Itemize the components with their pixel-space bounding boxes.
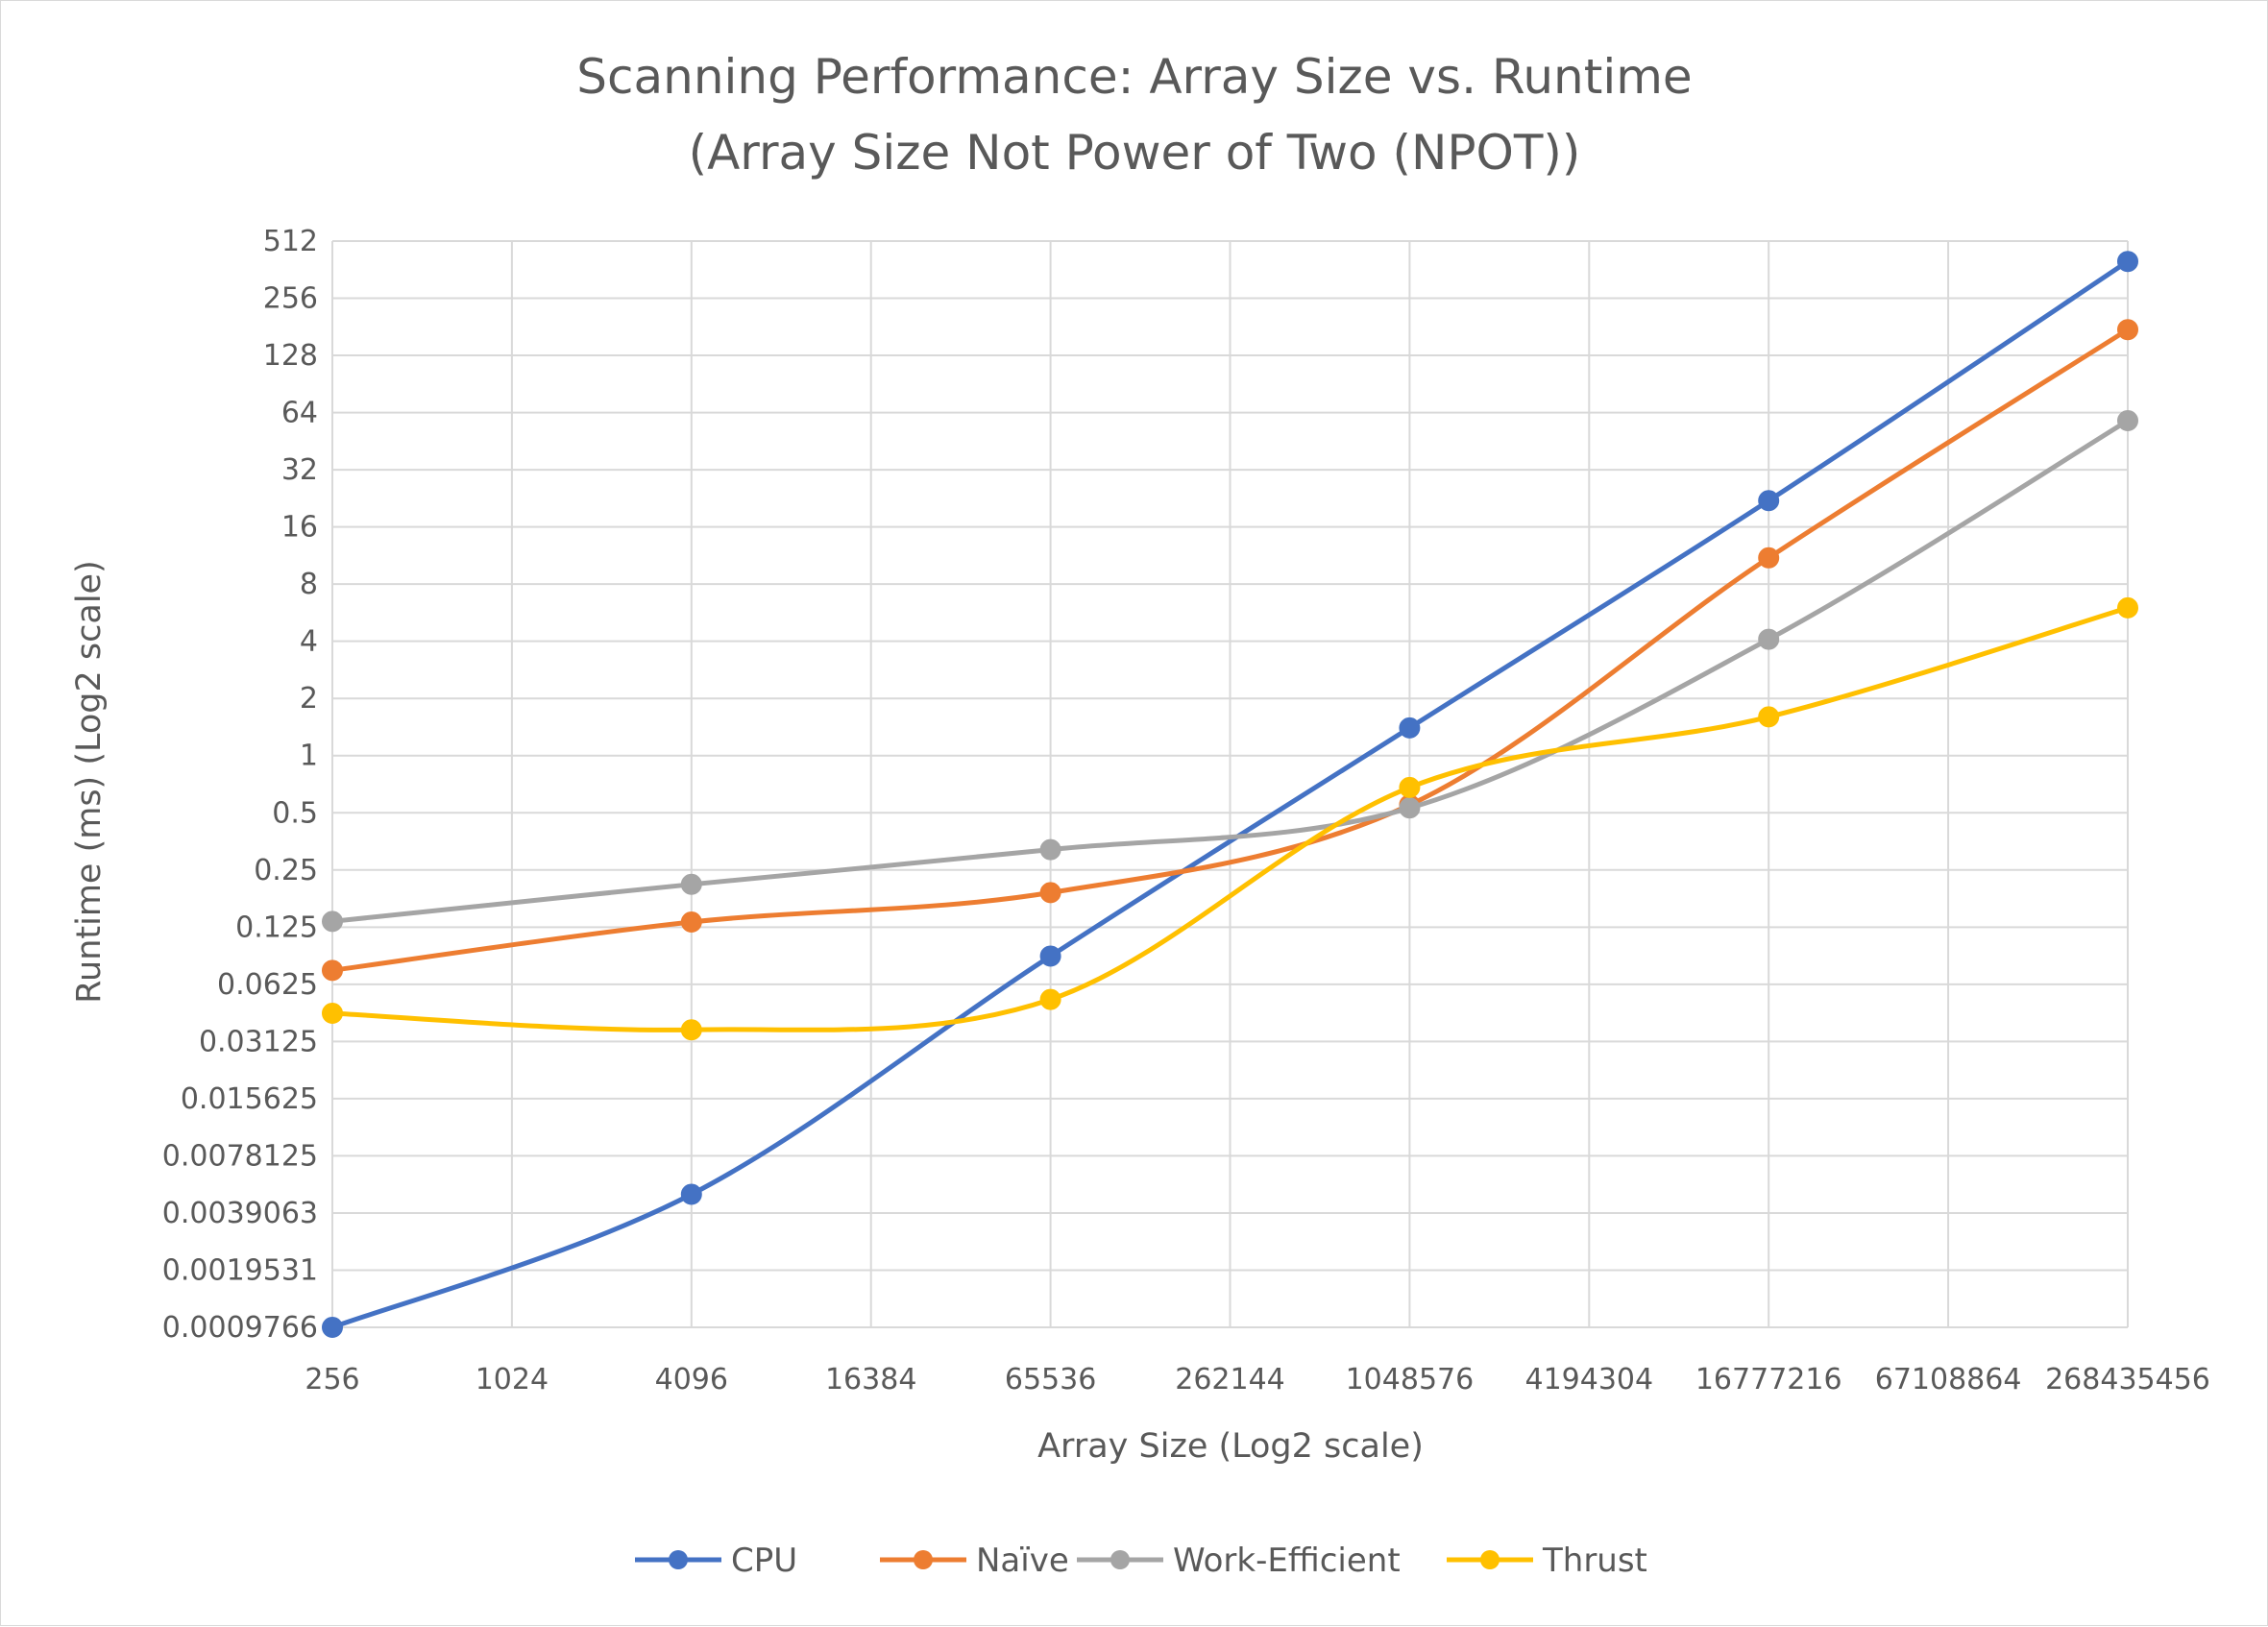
gridlines [331, 240, 2129, 1328]
data-point-thrust [1399, 776, 1421, 798]
legend-label: Naïve [976, 1542, 1069, 1580]
y-tick-label: 8 [300, 568, 318, 601]
x-tick-label: 16384 [825, 1363, 916, 1396]
x-tick-label: 16777216 [1695, 1363, 1842, 1396]
x-tick-label: 1024 [476, 1363, 549, 1396]
x-axis-tick-labels: 256 1024 4096 16384 65536 262144 1048576 419430… [305, 1363, 2210, 1396]
series-line-thrust [329, 605, 2131, 1032]
x-tick-label: 256 [305, 1363, 359, 1396]
y-axis-tick-labels: 0.0009766 0.0019531 0.0039063 0.0078125 0.01… [162, 225, 318, 1345]
data-point-work-efficient [2117, 410, 2138, 432]
data-point-cpu [2117, 251, 2138, 273]
data-point-cpu [322, 1317, 343, 1338]
data-point-work-efficient [1758, 628, 1780, 650]
y-tick-label: 0.0009766 [162, 1311, 318, 1345]
data-point-na-ve [322, 959, 343, 982]
y-tick-label: 0.125 [235, 911, 318, 944]
data-point-thrust [322, 1002, 343, 1024]
legend-label: Thrust [1542, 1542, 1647, 1580]
data-point-thrust [1758, 706, 1780, 728]
chart-subtitle: (Array Size Not Power of Two (NPOT)) [689, 125, 1581, 181]
legend: CPU Naïve Work-Efficient Thrust [635, 1542, 1647, 1580]
y-tick-label: 0.03125 [199, 1025, 318, 1058]
y-tick-label: 0.0625 [217, 968, 318, 1002]
y-tick-label: 16 [281, 511, 318, 545]
series-work-efficient [322, 410, 2138, 933]
data-point-na-ve [680, 911, 702, 933]
x-tick-label: 4194304 [1524, 1363, 1653, 1396]
chart-title: Scanning Performance: Array Size vs. Run… [576, 49, 1692, 105]
data-point-cpu [1399, 716, 1421, 739]
data-point-na-ve [2117, 319, 2138, 341]
y-tick-label: 128 [263, 339, 318, 373]
y-tick-label: 0.0078125 [162, 1139, 318, 1173]
x-tick-label: 65536 [1005, 1363, 1096, 1396]
legend-swatch-marker [669, 1550, 688, 1569]
y-tick-label: 64 [281, 397, 318, 430]
legend-item-work-efficient: Work-Efficient [1077, 1542, 1401, 1580]
y-tick-label: 0.5 [272, 796, 318, 830]
x-axis-title: Array Size (Log2 scale) [1037, 1427, 1424, 1466]
legend-label: CPU [731, 1542, 797, 1580]
legend-swatch-marker [1480, 1550, 1500, 1569]
legend-item-cpu: CPU [635, 1542, 797, 1580]
y-tick-label: 512 [263, 225, 318, 258]
y-tick-label: 32 [281, 453, 318, 487]
y-tick-label: 1 [300, 740, 318, 773]
series-line-na-ve [329, 327, 2131, 973]
x-tick-label: 268435456 [2045, 1363, 2210, 1396]
data-point-na-ve [1039, 882, 1061, 904]
y-tick-label: 0.0039063 [162, 1197, 318, 1230]
y-tick-label: 256 [263, 282, 318, 316]
y-axis-title: Runtime (ms) (Log2 scale) [70, 560, 109, 1003]
series-lines [322, 251, 2138, 1338]
x-tick-label: 4096 [655, 1363, 728, 1396]
legend-label: Work-Efficient [1173, 1542, 1401, 1580]
data-point-cpu [680, 1183, 702, 1205]
x-tick-label: 262144 [1175, 1363, 1285, 1396]
data-point-cpu [1758, 490, 1780, 512]
x-tick-label: 67108864 [1875, 1363, 2022, 1396]
y-tick-label: 4 [300, 625, 318, 659]
data-point-work-efficient [1399, 797, 1421, 819]
data-point-thrust [680, 1019, 702, 1041]
y-tick-label: 0.0019531 [162, 1253, 318, 1287]
data-point-thrust [1039, 988, 1061, 1010]
data-point-work-efficient [680, 873, 702, 895]
data-point-work-efficient [322, 911, 343, 933]
legend-swatch-marker [1110, 1550, 1130, 1569]
series-thrust [322, 596, 2138, 1041]
data-point-work-efficient [1039, 838, 1061, 861]
legend-swatch-marker [914, 1550, 933, 1569]
legend-item-thrust: Thrust [1447, 1542, 1647, 1580]
data-point-thrust [2117, 596, 2138, 619]
series-line-work-efficient [329, 418, 2131, 924]
y-tick-label: 0.015625 [181, 1082, 318, 1116]
legend-item-na-ve: Naïve [880, 1542, 1069, 1580]
y-tick-label: 0.25 [254, 854, 318, 887]
y-tick-label: 2 [300, 682, 318, 716]
data-point-cpu [1039, 945, 1061, 967]
data-point-na-ve [1758, 546, 1780, 569]
x-tick-label: 1048576 [1346, 1363, 1475, 1396]
